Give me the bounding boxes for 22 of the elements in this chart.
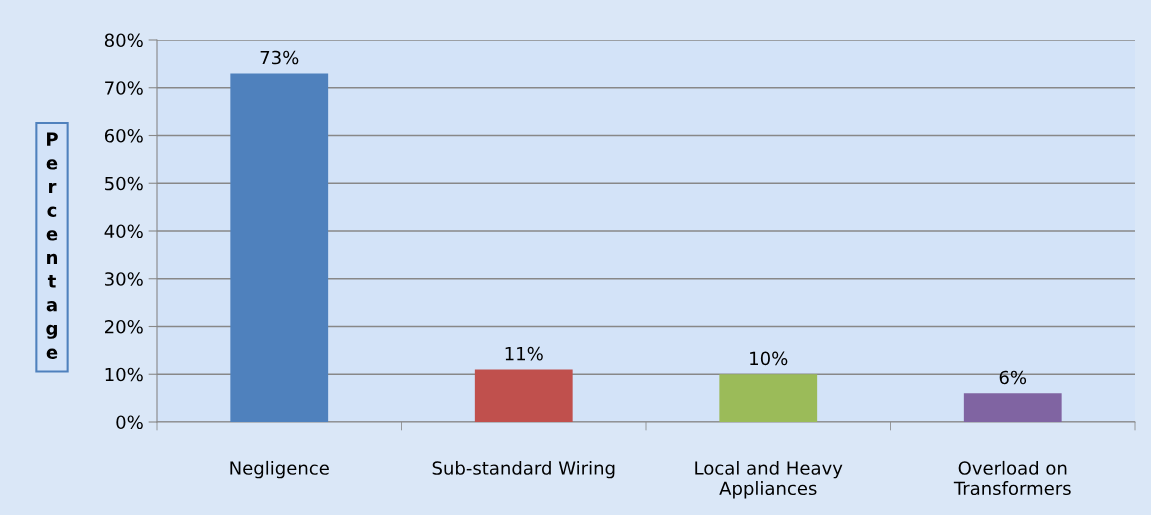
bar <box>719 374 818 422</box>
y-tick-label: 60% <box>104 128 143 143</box>
y-tick-label: 20% <box>105 319 143 334</box>
y-tick-label: 70% <box>105 81 143 95</box>
data-label: 10% <box>750 351 788 366</box>
data-label: 6% <box>999 370 1027 385</box>
y-tick-label: 40% <box>104 224 143 239</box>
bar <box>963 393 1062 422</box>
bar <box>230 73 329 422</box>
x-tick-label: Overload on Transformers <box>953 460 1071 496</box>
bar <box>474 369 573 422</box>
x-tick-label: Negligence <box>230 460 329 479</box>
data-label: 11% <box>505 346 543 361</box>
x-tick-label: Sub-standard Wiring <box>432 460 615 479</box>
data-label: 73% <box>260 50 299 65</box>
text: Percentage <box>46 132 58 359</box>
y-tick-label: 80% <box>104 33 143 48</box>
y-tick-label: 50% <box>105 176 143 191</box>
y-tick-label: 30% <box>105 272 143 286</box>
y-tick-label: 0% <box>116 415 143 430</box>
x-tick-label: Local and Heavy Appliances <box>695 460 843 499</box>
y-tick-label: 10% <box>105 367 143 382</box>
